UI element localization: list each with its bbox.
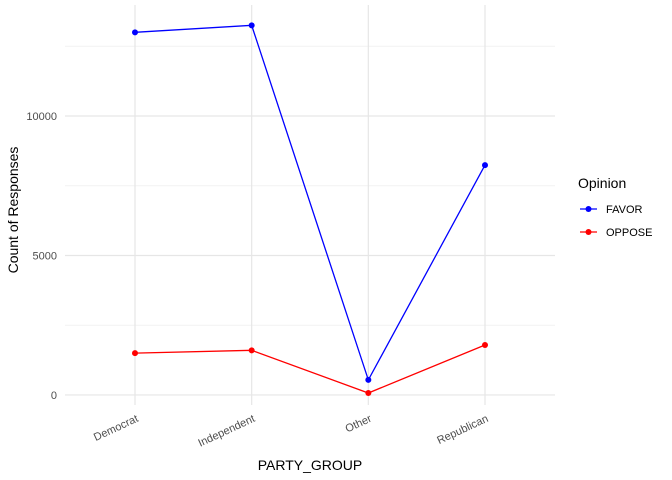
y-axis-title: Count of Responses	[5, 147, 21, 274]
series-point	[132, 29, 138, 36]
series-point	[248, 347, 255, 354]
x-axis-title: PARTY_GROUP	[258, 457, 363, 473]
x-tick-label: Other	[344, 413, 374, 436]
x-tick-label: Democrat	[92, 413, 140, 444]
y-tick-label: 0	[51, 390, 57, 402]
series-point	[365, 390, 372, 397]
y-tick-label: 5000	[33, 250, 57, 262]
series-line	[134, 344, 486, 394]
y-tick-label: 10000	[26, 111, 57, 123]
x-tick-label: Republican	[435, 413, 490, 447]
legend-point	[585, 206, 592, 212]
x-tick-label: Independent	[196, 413, 257, 450]
legend-label: FAVOR	[606, 204, 643, 216]
legend-label: OPPOSE	[606, 227, 652, 239]
series-point	[365, 376, 372, 383]
series-point	[482, 162, 488, 169]
legend-title: Opinion	[578, 175, 626, 191]
series-line	[134, 24, 486, 382]
legend-point	[585, 229, 592, 235]
series-point	[132, 350, 138, 357]
series-point	[248, 22, 255, 29]
series-point	[482, 342, 488, 349]
